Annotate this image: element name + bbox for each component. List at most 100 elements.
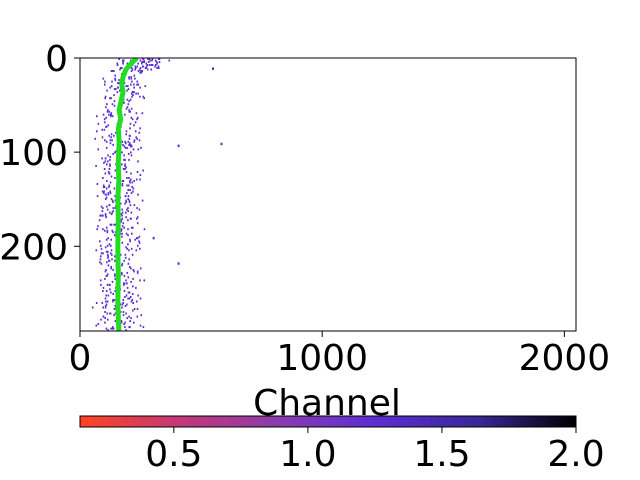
heatmap-cell [144,85,147,88]
heatmap-cell [151,58,154,60]
heatmap-cell [133,86,135,89]
heatmap-cell [120,320,122,323]
heatmap-cell [124,256,127,259]
heatmap-cell [112,293,114,295]
heatmap-cell [148,64,151,66]
heatmap-cell [128,100,130,103]
heatmap-cell [111,115,114,118]
heatmap-cell [122,61,124,63]
heatmap-cell [131,253,134,256]
heatmap-cell [108,283,111,286]
heatmap-cell [109,223,112,226]
heatmap-cell [110,136,112,139]
heatmap-cell [155,61,158,63]
heatmap-cell [106,180,108,182]
heatmap-cell [139,67,142,69]
heatmap-cell [126,282,128,285]
heatmap-cell [112,299,114,301]
heatmap-cell [127,85,129,88]
heatmap-cell [138,131,141,134]
heatmap-cell [125,201,128,204]
heatmap-cell [97,122,100,125]
heatmap-cell [111,253,113,256]
heatmap-cell [109,252,112,255]
heatmap-cell [119,202,122,205]
heatmap-cell [112,143,114,146]
heatmap-cell [139,178,141,181]
heatmap-cell [131,80,133,83]
heatmap-cell [119,67,122,69]
heatmap-cell [128,258,130,261]
heatmap-cell [137,294,139,297]
heatmap-cell [123,158,125,161]
heatmap-cell [124,163,126,166]
heatmap-cell [107,329,109,331]
heatmap-cell [154,65,156,68]
heatmap-cell [137,83,140,86]
heatmap-cell [106,89,108,92]
heatmap-cell [147,58,150,60]
heatmap-cell [101,190,104,193]
heatmap-cell [125,246,127,249]
heatmap-cell [121,59,124,62]
heatmap-cell [130,178,132,181]
heatmap-cell [130,300,133,303]
heatmap-cell [145,65,148,68]
heatmap-cell [105,250,108,253]
heatmap-cell [119,68,121,71]
heatmap-cell [139,297,142,300]
heatmap-cell [106,244,109,247]
heatmap-cell [134,65,137,68]
heatmap-cell [135,178,138,181]
heatmap-cell [121,214,123,217]
heatmap-cell [142,58,144,60]
heatmap-cell [95,164,97,167]
heatmap-cell [110,198,113,201]
x-tick-label: 1000 [276,338,368,379]
heatmap-cell [102,315,105,318]
heatmap-cell [110,327,112,330]
heatmap-cell [155,64,157,66]
heatmap-cell [107,294,110,297]
heatmap-cell [107,264,110,267]
heatmap-cell [128,297,131,300]
heatmap-cell [105,187,108,190]
heatmap-cell [112,326,114,329]
heatmap-cell [156,62,159,65]
heatmap-cell [113,314,115,317]
heatmap-cell [154,59,157,62]
heatmap-cell [127,195,130,198]
heatmap-cell [109,113,112,116]
heatmap-cell [136,315,139,318]
heatmap-cell [118,82,120,85]
heatmap-cell [120,220,122,223]
heatmap-cell-outlier [177,144,180,148]
heatmap-cell [124,168,126,170]
heatmap-cell [141,62,143,65]
heatmap-cell [133,321,135,324]
heatmap-cell [133,83,135,86]
heatmap-cell [107,109,109,112]
heatmap-cell [104,246,107,249]
heatmap-cell [130,247,133,250]
heatmap-cell [123,259,125,262]
heatmap-cell [102,252,104,255]
heatmap-cell [110,97,112,100]
heatmap-cell [137,193,139,196]
heatmap-cell [139,279,141,282]
heatmap-cell [106,312,108,315]
heatmap-cell [125,279,127,282]
heatmap-cell [133,270,135,273]
heatmap-cell [122,222,125,225]
heatmap-cell [122,311,125,313]
heatmap-cell [110,175,113,178]
heatmap-marks [91,58,223,331]
heatmap-cell [105,116,108,119]
heatmap-cell [109,192,112,195]
heatmap-cell [142,65,145,68]
heatmap-cell [106,110,109,113]
heatmap-cell [127,207,129,210]
heatmap-cell [113,273,116,276]
heatmap-cell [106,273,109,276]
heatmap-cell [146,64,149,66]
